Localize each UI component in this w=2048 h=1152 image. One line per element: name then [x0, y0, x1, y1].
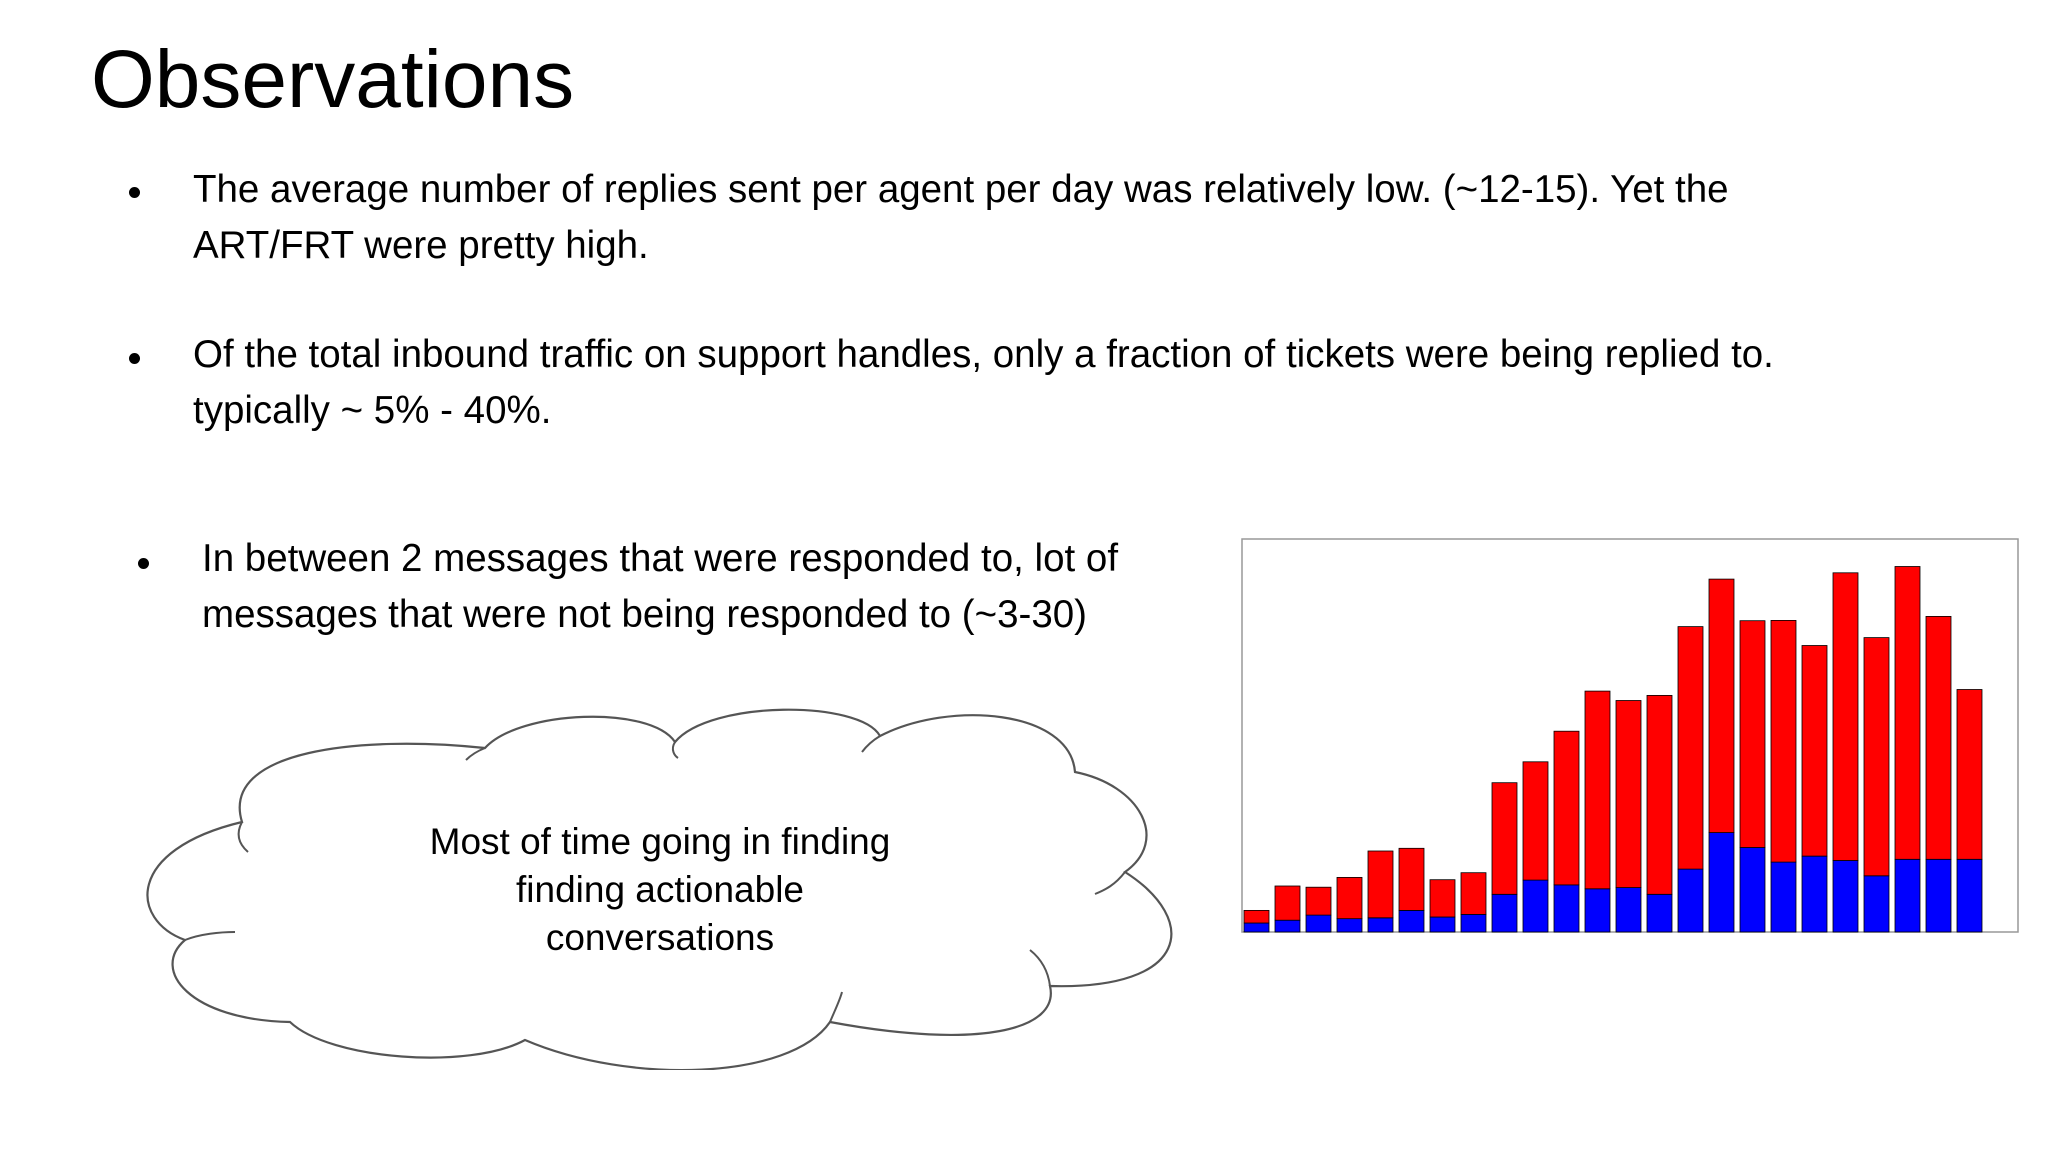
bar-segment-red	[1522, 761, 1549, 881]
thought-cloud: Most of time going in finding finding ac…	[130, 700, 1200, 1070]
bar-segment-red	[1956, 689, 1983, 860]
bar-segment-red	[1553, 730, 1580, 886]
bar-segment-blue	[1336, 918, 1363, 933]
bar-segment-red	[1243, 909, 1270, 924]
bar-segment-red	[1491, 782, 1518, 895]
bar-segment-blue	[1925, 858, 1952, 933]
bar-segment-blue	[1305, 914, 1332, 933]
bar-segment-blue	[1367, 917, 1394, 933]
bullet-item: The average number of replies sent per a…	[129, 162, 1873, 274]
bar-segment-blue	[1584, 888, 1611, 933]
bullet-dot-icon	[129, 353, 140, 364]
bar-segment-blue	[1770, 861, 1797, 933]
bar-segment-blue	[1243, 922, 1270, 933]
bullet-item: Of the total inbound traffic on support …	[129, 327, 1893, 439]
bar-segment-blue	[1863, 875, 1890, 933]
bar-segment-blue	[1801, 855, 1828, 933]
bar-segment-blue	[1832, 860, 1859, 933]
cloud-shape	[146, 708, 1173, 1070]
bullet-dot-icon	[138, 558, 149, 569]
bar-segment-red	[1801, 645, 1828, 857]
bar-segment-red	[1770, 620, 1797, 863]
bar-segment-blue	[1274, 919, 1301, 933]
bar-segment-blue	[1615, 887, 1642, 933]
bar-segment-blue	[1429, 916, 1456, 933]
bar-segment-red	[1708, 578, 1735, 833]
bar-segment-red	[1584, 690, 1611, 890]
bar-segment-red	[1367, 850, 1394, 919]
bar-segment-blue	[1956, 858, 1983, 933]
bar-segment-red	[1925, 616, 1952, 860]
bar-segment-red	[1863, 637, 1890, 877]
bullet-item: In between 2 messages that were responde…	[138, 531, 1202, 643]
bar-segment-red	[1894, 566, 1921, 860]
bullet-text: Of the total inbound traffic on support …	[193, 333, 1774, 432]
bar-segment-blue	[1553, 884, 1580, 933]
bar-segment-blue	[1398, 909, 1425, 933]
bullet-text: The average number of replies sent per a…	[193, 168, 1729, 267]
stacked-bar-chart	[1238, 535, 2020, 945]
bar-segment-blue	[1739, 847, 1766, 933]
bar-segment-red	[1305, 886, 1332, 916]
bullet-text: In between 2 messages that were responde…	[202, 537, 1119, 636]
bar-segment-blue	[1522, 879, 1549, 933]
bar-segment-red	[1615, 700, 1642, 889]
bar-segment-red	[1274, 885, 1301, 921]
bar-segment-blue	[1894, 858, 1921, 933]
bar-segment-red	[1429, 879, 1456, 918]
bar-segment-blue	[1491, 893, 1518, 933]
bar-segment-blue	[1677, 868, 1704, 933]
cloud-text: Most of time going in finding finding ac…	[429, 821, 891, 958]
chart-canvas	[1241, 538, 2019, 933]
bar-segment-red	[1398, 847, 1425, 911]
bullet-dot-icon	[129, 187, 140, 198]
bar-segment-red	[1832, 572, 1859, 861]
bar-segment-blue	[1460, 913, 1487, 933]
bar-segment-red	[1646, 694, 1673, 895]
bar-segment-red	[1460, 872, 1487, 915]
bar-segment-blue	[1646, 893, 1673, 933]
bar-segment-blue	[1708, 832, 1735, 933]
bar-segment-red	[1677, 626, 1704, 870]
bar-segment-red	[1336, 876, 1363, 920]
bar-segment-red	[1739, 620, 1766, 848]
slide-title: Observations	[91, 34, 575, 125]
chart-bars	[1243, 566, 1983, 933]
